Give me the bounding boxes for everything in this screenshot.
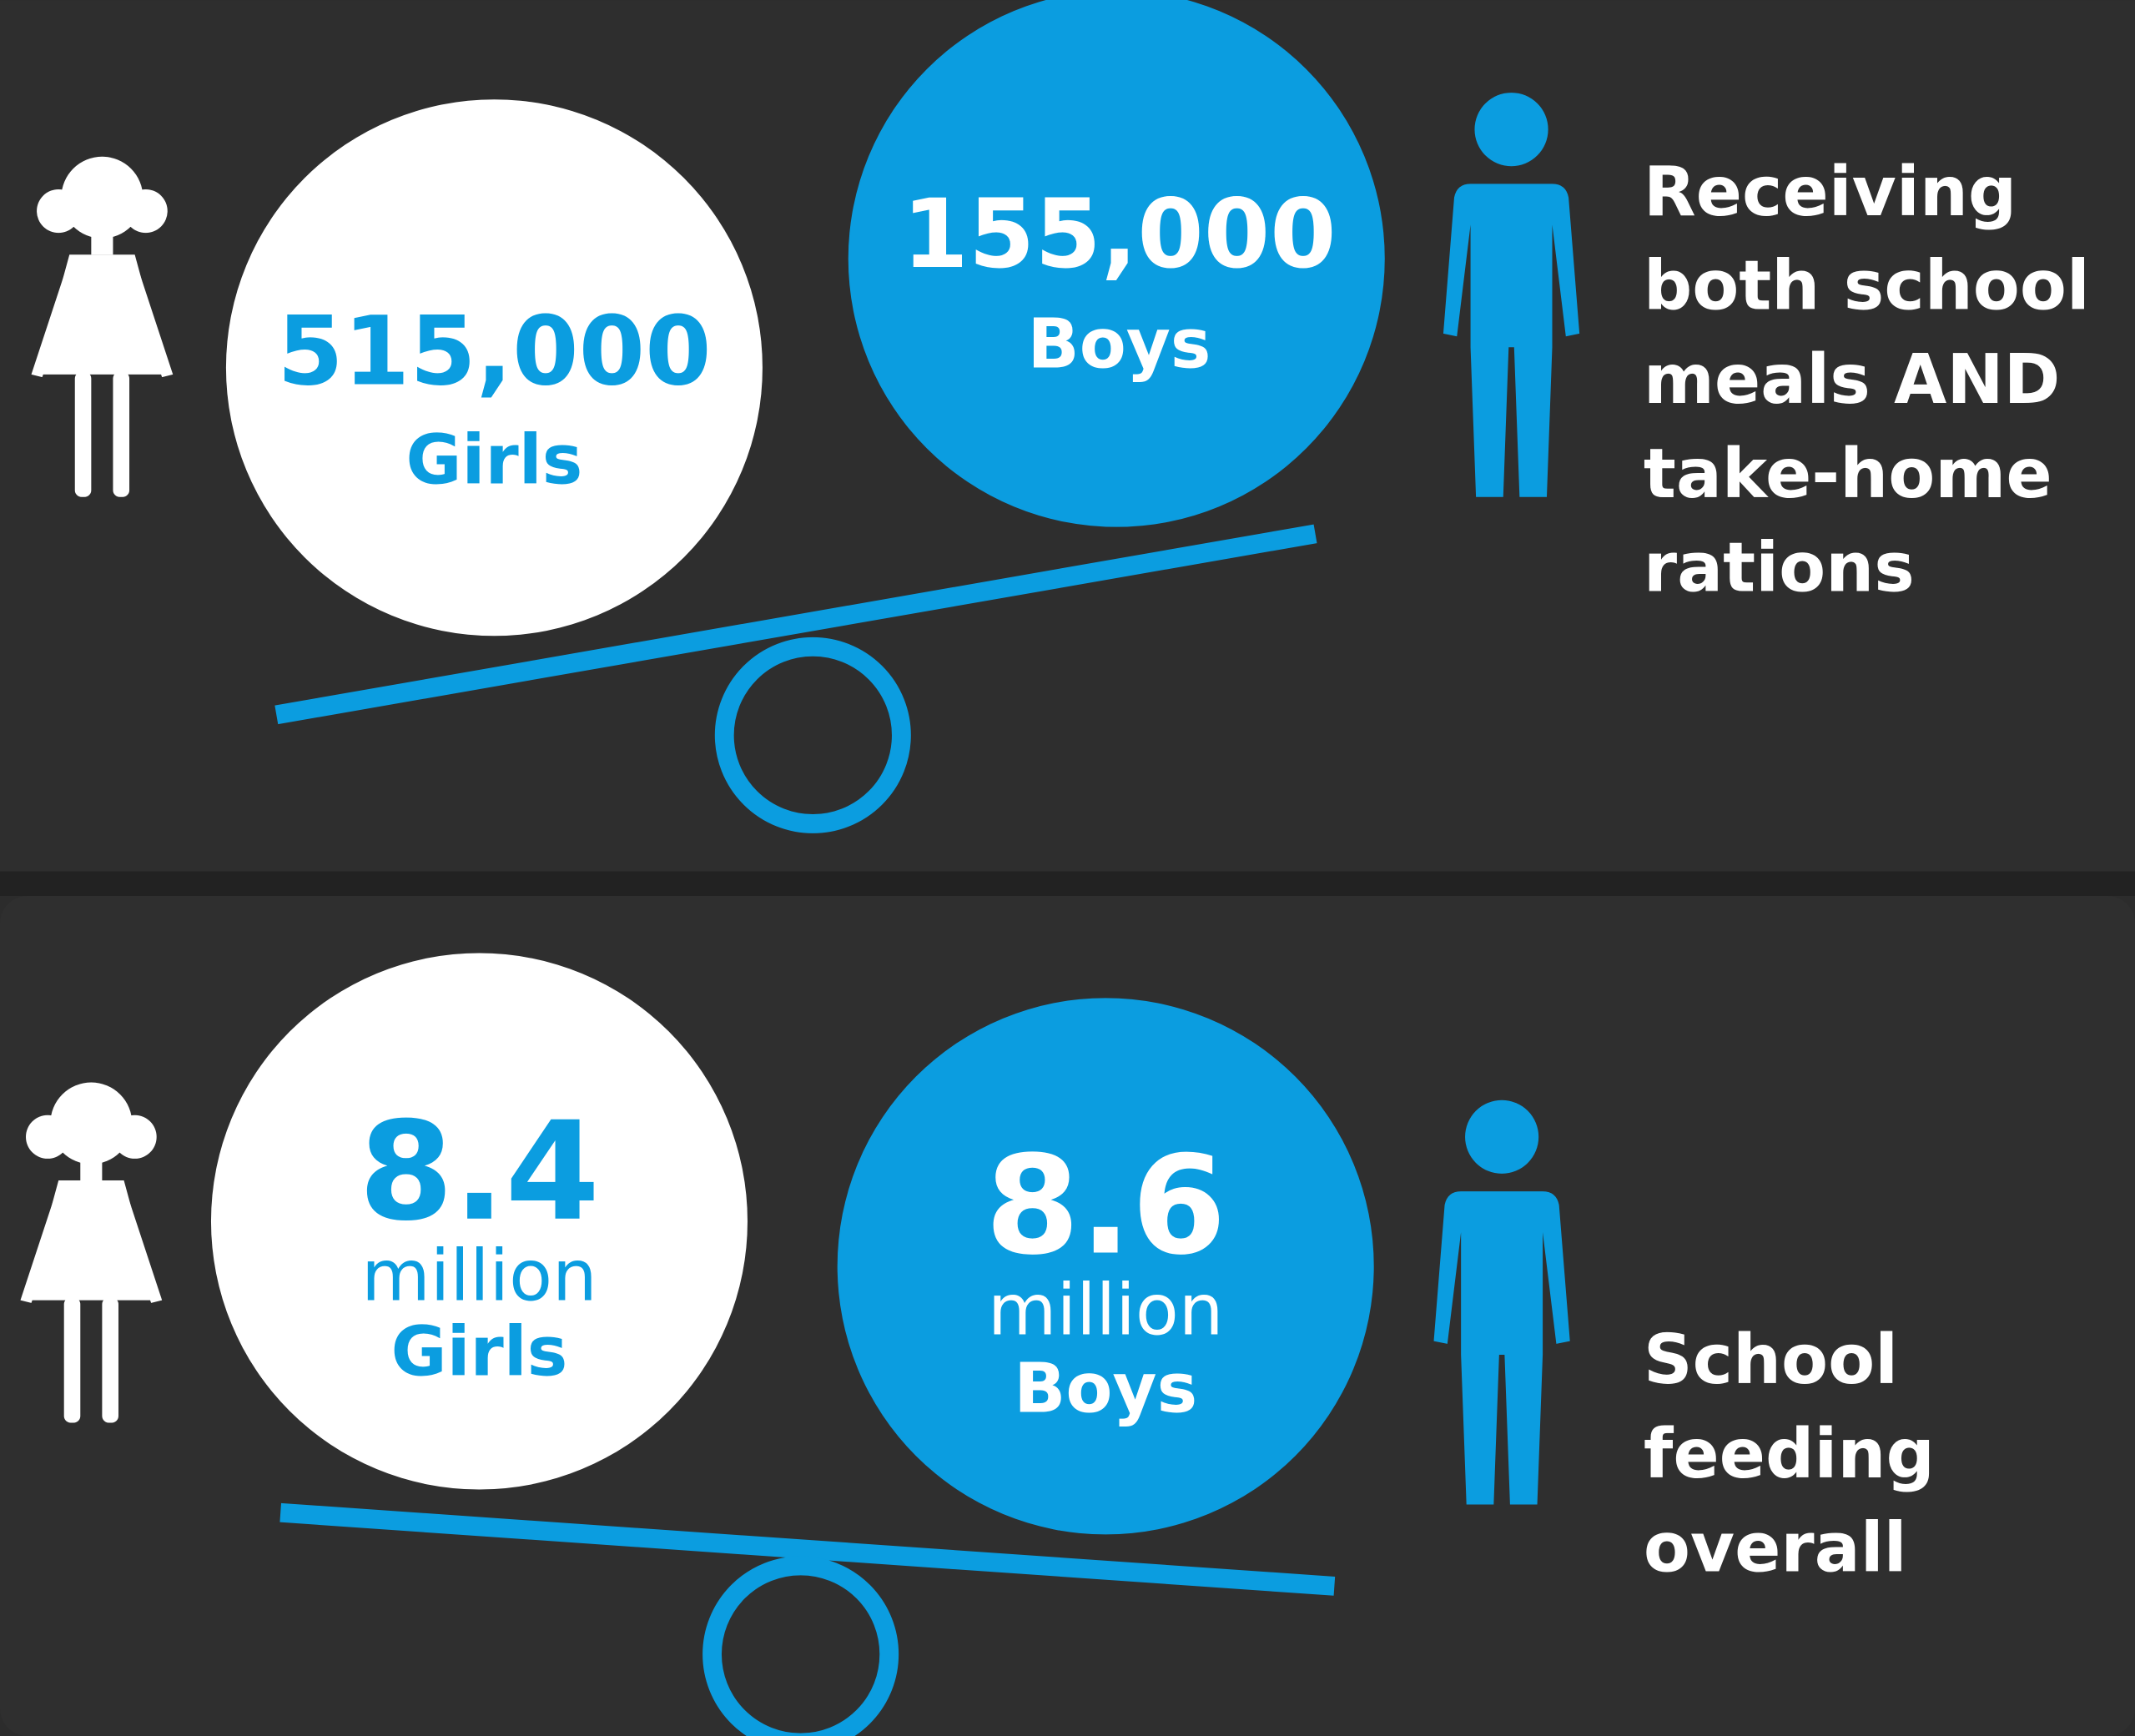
- infographic: 515,000 Girls 155,000 Boys 8.4 million G…: [0, 0, 2135, 1736]
- boys-unit: million: [988, 1269, 1224, 1351]
- caption-line: overall: [1644, 1508, 1907, 1588]
- caption-line: take-home: [1644, 435, 2052, 514]
- caption-line: feeding: [1644, 1415, 1935, 1494]
- caption-line: both school: [1644, 247, 2090, 326]
- caption-line: School: [1644, 1321, 1898, 1400]
- boys-label: Boys: [1014, 1349, 1197, 1428]
- girls-count: 8.4: [359, 1094, 600, 1251]
- girls-count: 515,000: [277, 295, 711, 406]
- caption-line: rations: [1644, 528, 1915, 607]
- girls-unit: million: [361, 1235, 597, 1318]
- boys-label: Boys: [1028, 305, 1211, 385]
- girls-label: Girls: [406, 420, 583, 500]
- page: html, body { margin: 0; padding: 0; widt…: [0, 0, 2135, 1736]
- girls-label: Girls: [391, 1312, 568, 1391]
- caption-line: meals AND: [1644, 340, 2061, 420]
- caption-line: Receiving: [1644, 153, 2017, 232]
- boys-count: 155,000: [902, 179, 1336, 289]
- body: {"panels": [ {"girls": {"value": "515,00…: [0, 0, 2135, 1736]
- divider: [0, 872, 2135, 896]
- boys-count: 8.6: [985, 1128, 1226, 1286]
